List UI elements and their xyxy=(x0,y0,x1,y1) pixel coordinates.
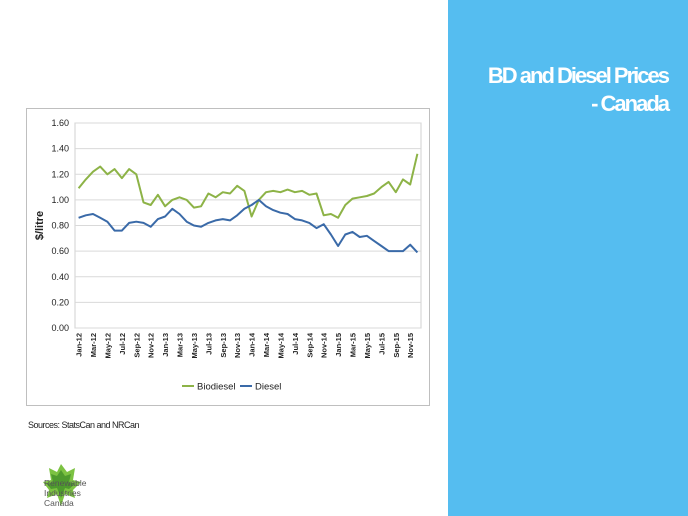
x-tick-label: Jul-14 xyxy=(291,332,300,355)
x-tick-label: Mar-14 xyxy=(262,332,271,357)
x-tick-label: Nov-12 xyxy=(147,333,156,358)
x-tick-label: May-13 xyxy=(190,333,199,358)
y-tick-label: 1.40 xyxy=(51,144,69,154)
x-tick-label: Nov-15 xyxy=(406,333,415,358)
logo-line1: Renewable xyxy=(44,478,87,488)
x-tick-label: Sep-12 xyxy=(132,333,141,358)
x-tick-label: Jan-14 xyxy=(248,332,257,357)
x-tick-label: May-14 xyxy=(276,332,285,358)
slide-title: BD and Diesel Prices - Canada xyxy=(448,62,670,118)
x-tick-label: Mar-13 xyxy=(176,333,185,357)
x-tick-label: Jul-15 xyxy=(377,333,386,355)
y-tick-label: 0.20 xyxy=(51,297,69,307)
series-line-biodiesel xyxy=(77,153,419,219)
y-tick-label: 0.80 xyxy=(51,221,69,231)
x-tick-label: Sep-13 xyxy=(219,333,228,358)
y-tick-label: 1.60 xyxy=(51,118,69,128)
y-tick-label: 0.60 xyxy=(51,246,69,256)
slide-title-line2: - Canada xyxy=(591,91,670,116)
x-tick-label: Mar-12 xyxy=(89,333,98,357)
y-tick-label: 1.00 xyxy=(51,195,69,205)
x-tick-label: Mar-15 xyxy=(349,333,358,357)
x-tick-label: Nov-14 xyxy=(320,332,329,358)
x-tick-label: May-15 xyxy=(363,333,372,358)
series-line-diesel xyxy=(78,198,419,254)
x-tick-label: Jul-12 xyxy=(118,333,127,355)
y-axis-label: $/litre xyxy=(34,211,46,240)
x-tick-label: Jan-13 xyxy=(161,333,170,357)
x-tick-label: Nov-13 xyxy=(233,333,242,358)
slide-title-line1: BD and Diesel Prices xyxy=(487,63,670,88)
legend-label-diesel: Diesel xyxy=(255,382,281,393)
y-tick-label: 1.20 xyxy=(51,169,69,179)
price-chart-svg: 0.00 0.20 0.40 0.60 0.80 1.00 1.20 1.40 1.60 Jan-… xyxy=(34,118,422,393)
y-tick-label: 0.40 xyxy=(51,272,69,282)
x-tick-label: Jan-15 xyxy=(334,333,343,357)
legend-label-biodiesel: Biodiesel xyxy=(197,382,236,393)
green-maple-leaf-icon xyxy=(43,464,81,506)
logo-line2: Industries xyxy=(44,488,81,498)
sources-note: Sources: StatsCan and NRCan xyxy=(28,420,140,430)
x-tick-label: Sep-15 xyxy=(392,333,401,358)
y-tick-label: 0.00 xyxy=(51,323,69,333)
logo-line3: Canada xyxy=(44,498,74,508)
x-tick-label: Jan-12 xyxy=(75,333,84,357)
x-tick-label: Sep-14 xyxy=(305,332,314,357)
x-tick-label: Jul-13 xyxy=(204,333,213,355)
title-panel: BD and Diesel Prices - Canada xyxy=(448,0,688,516)
logo-text: Renewable Industries Canada xyxy=(44,478,87,508)
price-chart: 0.00 0.20 0.40 0.60 0.80 1.00 1.20 1.40 1.60 Jan-… xyxy=(26,108,430,406)
x-tick-label: May-12 xyxy=(103,333,112,358)
